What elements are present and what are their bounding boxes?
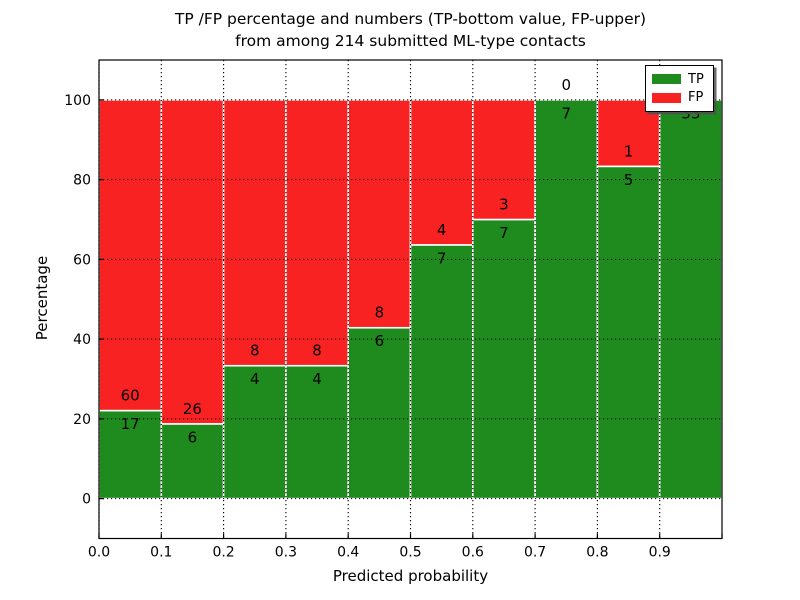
tp-count-label: 6 xyxy=(188,428,198,446)
x-tick-label: 0.2 xyxy=(212,545,234,561)
tp-bar-segment xyxy=(409,244,474,500)
bar-group xyxy=(98,99,163,500)
tp-bar-segment xyxy=(596,165,661,500)
bar-group xyxy=(347,99,412,500)
tp-bar-segment xyxy=(471,218,536,500)
bar-group xyxy=(409,99,474,500)
tp-count-label: 7 xyxy=(499,224,509,242)
chart-title: TP /FP percentage and numbers (TP-bottom… xyxy=(99,8,722,52)
bar-group xyxy=(658,99,723,500)
y-tick-label: 20 xyxy=(73,412,91,428)
x-tick-label: 0.0 xyxy=(88,545,110,561)
x-tick-label: 0.6 xyxy=(462,545,484,561)
bar-group xyxy=(596,99,661,500)
tp-bar-segment xyxy=(534,99,599,500)
bar-group xyxy=(471,99,536,500)
tp-count-label: 7 xyxy=(561,104,571,122)
fp-count-label: 8 xyxy=(250,342,260,360)
legend-item-fp: FP xyxy=(652,91,707,104)
tp-bar-segment xyxy=(98,409,163,500)
legend-label-fp: FP xyxy=(688,90,704,106)
fp-count-label: 60 xyxy=(121,387,140,405)
tp-bar-segment xyxy=(285,364,349,500)
bar-group xyxy=(222,99,287,500)
legend-item-tp: TP xyxy=(652,73,707,86)
legend-label-tp: TP xyxy=(688,71,704,87)
legend-swatch-tp-icon xyxy=(652,74,681,85)
fp-bar-segment xyxy=(222,99,287,367)
x-tick-label: 0.3 xyxy=(275,545,297,561)
legend: TP FP xyxy=(645,65,714,112)
fp-count-label: 1 xyxy=(624,142,634,160)
tp-count-label: 17 xyxy=(121,415,140,433)
fp-count-label: 8 xyxy=(312,342,322,360)
x-axis-label: Predicted probability xyxy=(332,567,489,585)
x-tick-label: 0.1 xyxy=(150,545,172,561)
legend-swatch-fp-icon xyxy=(652,92,681,103)
x-tick-label: 0.4 xyxy=(337,545,359,561)
fp-bar-segment xyxy=(98,99,163,412)
fp-bar-segment xyxy=(471,99,536,221)
tick-marks xyxy=(98,99,723,539)
fp-count-label: 8 xyxy=(375,304,385,322)
tp-count-label: 7 xyxy=(437,249,447,267)
chart-title-line2: from among 214 submitted ML-type contact… xyxy=(235,32,586,50)
tp-bar-segment xyxy=(347,326,412,500)
chart-title-line1: TP /FP percentage and numbers (TP-bottom… xyxy=(174,10,647,28)
x-tick-label: 0.5 xyxy=(399,545,421,561)
fp-bar-segment xyxy=(409,99,474,246)
fp-count-label: 0 xyxy=(561,76,571,94)
tp-count-label: 6 xyxy=(375,332,385,350)
tp-count-label: 4 xyxy=(250,370,260,388)
y-tick-label: 0 xyxy=(82,492,91,508)
tp-bar-segment xyxy=(160,423,225,500)
x-tick-label: 0.9 xyxy=(649,545,671,561)
x-tick-label: 0.7 xyxy=(524,545,546,561)
fp-count-label: 26 xyxy=(183,400,202,418)
bar-group xyxy=(534,99,599,500)
fp-bar-segment xyxy=(347,99,412,329)
bar-group xyxy=(160,99,225,500)
fp-count-label: 4 xyxy=(437,221,447,239)
fp-count-label: 3 xyxy=(499,196,509,214)
x-tick-label: 0.8 xyxy=(586,545,608,561)
y-tick-label: 40 xyxy=(73,332,91,348)
y-tick-label: 80 xyxy=(73,173,91,189)
tp-bar-segment xyxy=(658,99,723,500)
fp-bar-segment xyxy=(160,99,225,425)
tp-count-label: 5 xyxy=(624,171,634,189)
y-tick-label: 100 xyxy=(64,93,91,109)
tp-count-label: 4 xyxy=(312,370,322,388)
bar-group xyxy=(285,99,349,500)
fp-bar-segment xyxy=(285,99,349,367)
y-tick-label: 60 xyxy=(73,252,91,268)
